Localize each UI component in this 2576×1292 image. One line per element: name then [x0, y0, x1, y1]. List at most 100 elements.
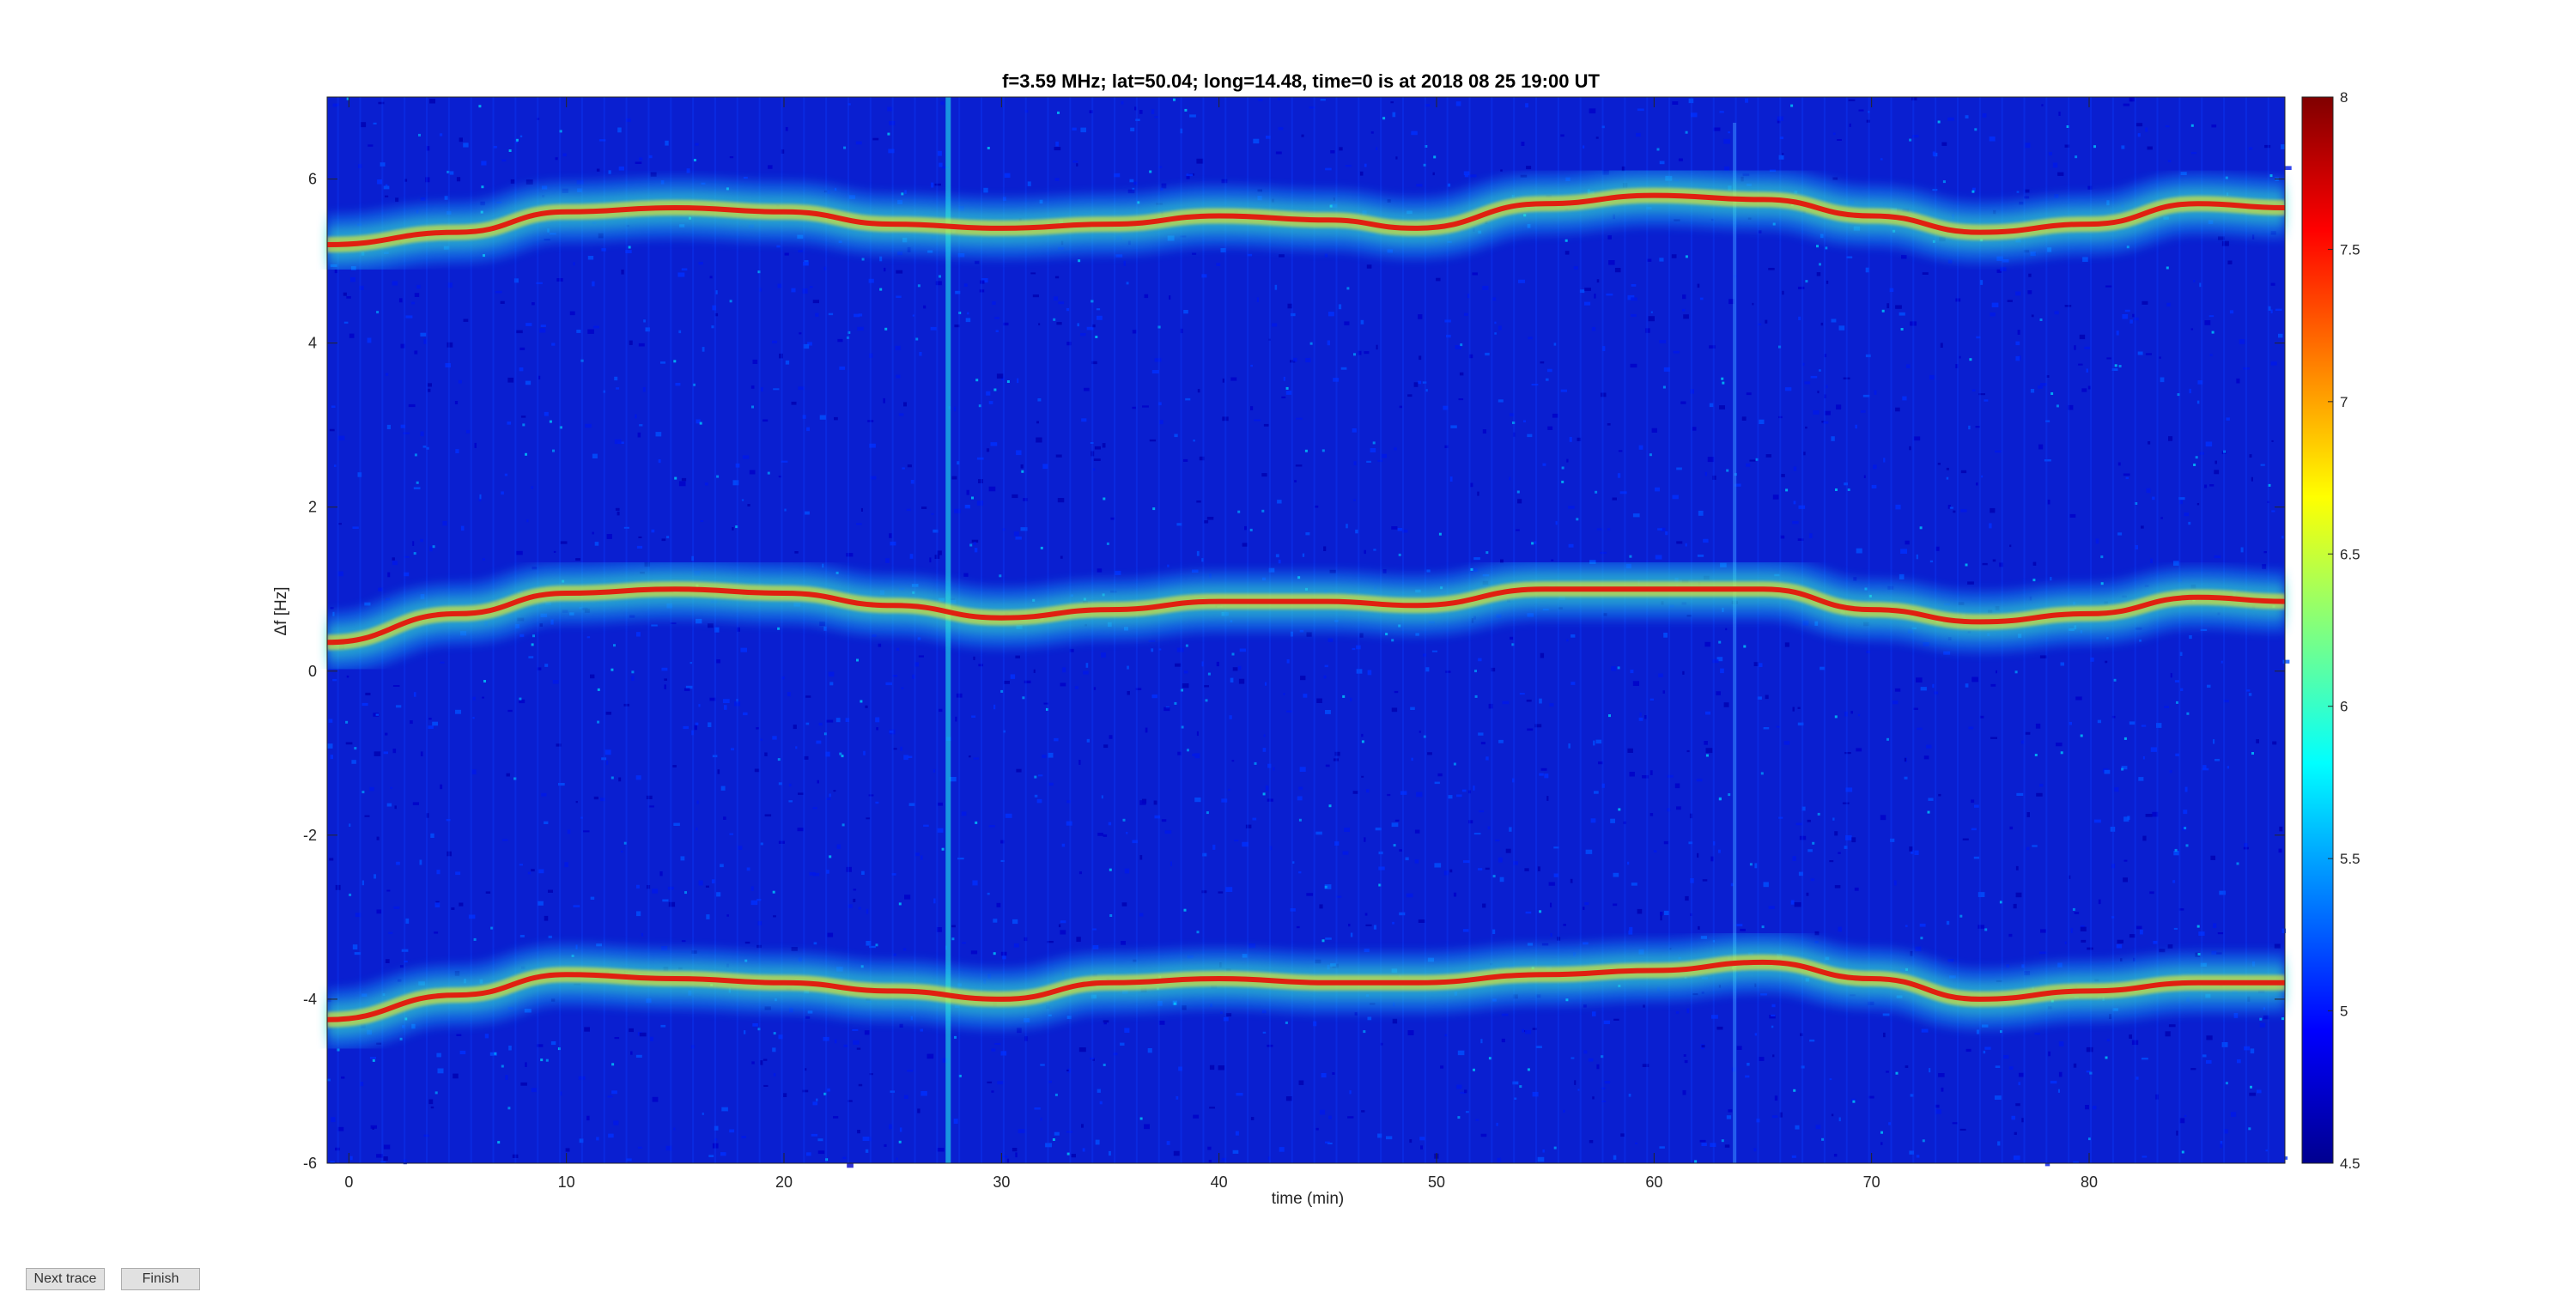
noise-speck [2229, 310, 2234, 314]
noise-speck [519, 699, 526, 704]
noise-speck [899, 1127, 902, 1132]
noise-speck [1759, 1057, 1765, 1061]
noise-speck [1553, 873, 1558, 877]
noise-speck [1158, 648, 1162, 651]
noise-speck [1778, 155, 1784, 160]
noise-speck [560, 541, 568, 544]
noise-speck [1916, 554, 1918, 560]
noise-speck [1676, 467, 1682, 470]
noise-speck [823, 266, 827, 270]
noise-speck [2129, 934, 2136, 938]
noise-speck [896, 1157, 898, 1160]
noise-speck [1297, 796, 1303, 801]
noise-speck [834, 1039, 837, 1044]
noise-speck [2007, 300, 2013, 302]
noise-speck [930, 326, 937, 331]
noise-speck [410, 720, 413, 725]
noise-speck [736, 699, 738, 704]
noise-speck [705, 885, 709, 888]
noise-speck [1366, 264, 1372, 269]
noise-speck [1321, 939, 1325, 943]
noise-speck [1254, 761, 1257, 765]
noise-speck [724, 705, 727, 710]
noise-speck [1904, 757, 1907, 762]
noise-speck [1016, 768, 1022, 773]
noise-speck [1860, 409, 1866, 413]
noise-speck [1298, 786, 1303, 790]
noise-speck [853, 1040, 860, 1045]
noise-speck [1376, 344, 1378, 350]
noise-speck [1525, 911, 1532, 914]
noise-speck [1419, 731, 1421, 733]
noise-speck [2133, 317, 2139, 321]
noise-speck [2268, 306, 2271, 311]
noise-speck [862, 1137, 870, 1141]
noise-speck [635, 775, 641, 780]
noise-speck [1596, 279, 1600, 283]
noise-speck [1537, 866, 1540, 871]
noise-speck [385, 959, 390, 963]
noise-speck [2279, 826, 2283, 832]
noise-speck [675, 383, 681, 386]
noise-speck [969, 755, 971, 758]
noise-speck [1702, 879, 1708, 882]
noise-speck [1161, 819, 1167, 822]
noise-speck [781, 460, 788, 463]
noise-speck [1315, 831, 1322, 835]
noise-speck [1618, 808, 1621, 811]
noise-speck [607, 1095, 613, 1098]
finish-button[interactable]: Finish [121, 1268, 200, 1290]
noise-speck [540, 1058, 544, 1062]
noise-speck [562, 153, 567, 157]
noise-speck [809, 871, 816, 876]
noise-speck [1583, 907, 1585, 910]
noise-speck [1611, 666, 1617, 671]
noise-speck [1042, 464, 1048, 470]
noise-speck [1995, 1065, 2001, 1068]
noise-speck [1054, 737, 1059, 742]
noise-speck [1080, 333, 1086, 337]
next-trace-button[interactable]: Next trace [26, 1268, 105, 1290]
noise-speck [966, 489, 969, 495]
noise-speck [2045, 420, 2050, 422]
noise-speck [2054, 311, 2059, 315]
noise-speck [361, 791, 365, 794]
noise-speck [430, 833, 434, 838]
noise-speck [1000, 951, 1007, 956]
noise-speck [2184, 786, 2188, 792]
noise-speck [1460, 1091, 1467, 1095]
noise-speck [2028, 273, 2032, 277]
noise-speck [975, 260, 980, 264]
noise-speck [2039, 784, 2044, 787]
noise-speck [598, 139, 606, 142]
noise-speck [422, 446, 427, 448]
noise-speck [1663, 633, 1668, 638]
noise-speck [2121, 767, 2124, 771]
noise-speck [816, 740, 822, 744]
noise-speck [872, 137, 879, 141]
noise-speck [580, 359, 584, 362]
noise-speck [829, 682, 834, 686]
noise-speck [1306, 893, 1314, 896]
noise-speck [1799, 835, 1807, 840]
noise-speck [1667, 774, 1674, 778]
noise-speck [1810, 878, 1815, 882]
noise-speck [1817, 391, 1820, 394]
x-axis-label: time (min) [1272, 1190, 1344, 1208]
noise-speck [1905, 364, 1911, 368]
noise-speck [1642, 775, 1649, 779]
y-tick-label: 6 [308, 171, 317, 188]
noise-speck [327, 743, 333, 749]
noise-speck [2017, 330, 2020, 335]
noise-speck [1584, 301, 1591, 306]
noise-speck [434, 931, 439, 934]
noise-speck [665, 140, 669, 146]
noise-speck [1024, 109, 1029, 113]
noise-speck [1392, 1018, 1398, 1024]
noise-speck [1036, 437, 1042, 443]
noise-speck [934, 183, 941, 186]
noise-speck [393, 906, 400, 909]
noise-speck [2257, 1089, 2262, 1094]
noise-speck [931, 513, 934, 515]
noise-speck [802, 288, 808, 294]
